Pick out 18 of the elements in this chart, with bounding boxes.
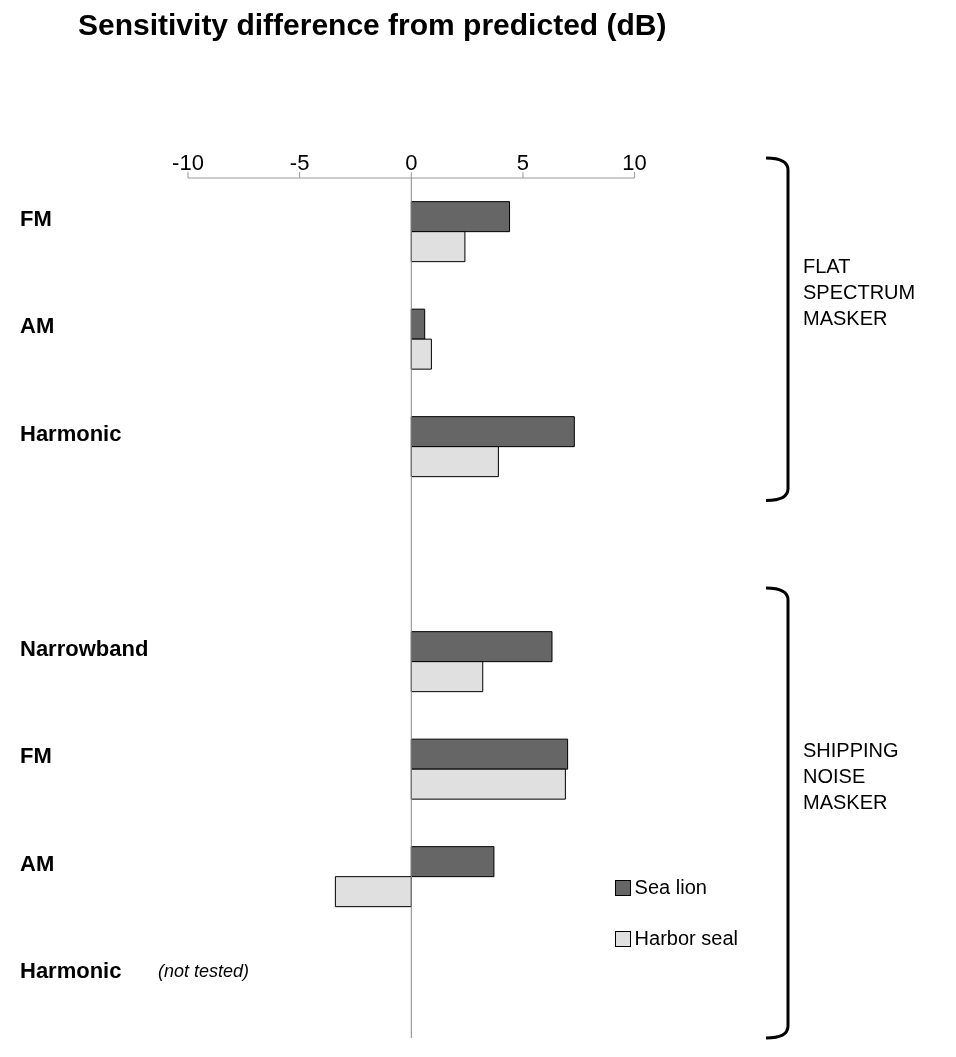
x-tick-label: -10 (172, 150, 204, 175)
x-tick-label: -5 (289, 150, 310, 175)
y-tick-label: AM (20, 313, 55, 339)
y-tick-label: FM (20, 743, 52, 769)
x-tick-label: 0 (405, 150, 418, 175)
annotation: (not tested) (158, 961, 250, 981)
y-tick-label: AM (20, 850, 55, 876)
legend-label: Sea lion (634, 876, 707, 899)
chart-title: Sensitivity difference from predicted (dB) (77, 8, 668, 43)
y-tick-label: Harmonic (20, 420, 122, 446)
y-tick-label: Narrowband (20, 635, 149, 661)
legend-label: Harbor seal (634, 927, 738, 950)
x-tick-label: 5 (516, 150, 530, 175)
y-tick-label: FM (20, 205, 52, 231)
text: SHIPPING NOISE MASKER (803, 739, 899, 813)
y-tick-label: Harmonic (20, 958, 122, 984)
text: FLAT SPECTRUM MASKER (803, 255, 916, 330)
x-tick-label: 10 (622, 150, 647, 175)
